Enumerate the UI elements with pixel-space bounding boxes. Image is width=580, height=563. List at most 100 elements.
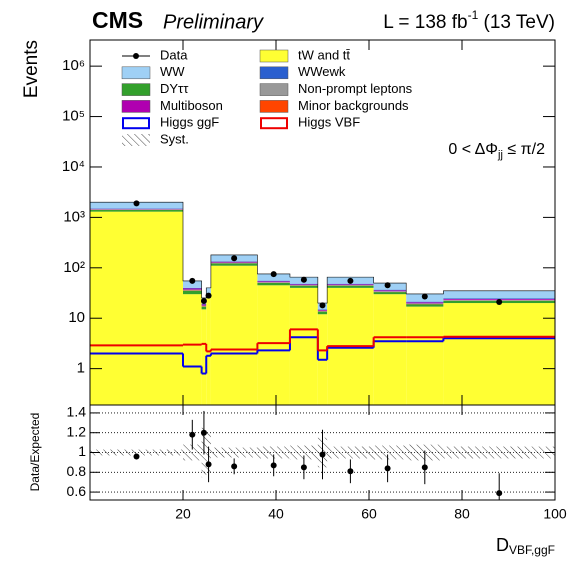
stack-segment	[206, 287, 211, 294]
legend-label: Higgs ggF	[160, 115, 219, 130]
y-tick-label: 10⁵	[62, 108, 85, 125]
data-point	[319, 302, 326, 309]
stack-segment	[201, 306, 207, 310]
legend-label: DYττ	[160, 81, 189, 96]
legend-swatch	[121, 66, 151, 80]
ratio-frame	[89, 404, 556, 501]
stack-segment	[373, 292, 407, 295]
ratio-point	[421, 464, 428, 471]
stack-segment	[327, 283, 374, 285]
stack-segment	[210, 261, 258, 263]
data-point	[347, 277, 354, 284]
y-tick-label: 10⁶	[62, 57, 85, 74]
ratio-point	[496, 490, 503, 497]
stack-segment	[317, 310, 328, 312]
legend-label: WW	[160, 64, 185, 79]
stack-segment	[443, 303, 555, 405]
legend-swatch	[260, 117, 288, 130]
stack-segment	[210, 263, 258, 266]
stack-segment	[201, 304, 207, 306]
stack-segment	[443, 290, 555, 299]
stack-segment	[201, 303, 207, 305]
data-point	[270, 271, 277, 278]
syst-band	[90, 449, 183, 456]
stack-segment	[289, 287, 318, 405]
stack-segment	[327, 285, 374, 288]
data-point	[421, 293, 428, 300]
stack-segment	[289, 285, 318, 288]
ratio-y-axis-label: Data/Expected	[28, 413, 42, 492]
legend-swatch	[121, 83, 151, 96]
syst-band	[443, 446, 555, 459]
ratio-point	[200, 429, 207, 436]
legend-label: Multiboson	[160, 98, 223, 113]
y-tick-label: 1.4	[67, 404, 87, 420]
status: Preliminary	[163, 11, 264, 33]
ratio-point	[347, 468, 354, 475]
stack-segment	[257, 285, 290, 405]
stack-segment	[289, 283, 318, 285]
x-tick-label: 60	[361, 506, 377, 522]
y-tick-label: 1.2	[67, 423, 87, 439]
legend-label: WWewk	[298, 64, 346, 79]
stack-segment	[201, 309, 207, 405]
data-point	[133, 200, 140, 207]
y-tick-label: 10²	[63, 259, 85, 276]
stack-segment	[317, 311, 328, 315]
x-tick-label: 100	[543, 506, 567, 522]
x-tick-label: 20	[175, 506, 191, 522]
y-axis-label: Events	[21, 40, 42, 98]
data-point	[200, 297, 207, 304]
y-tick-label: 10	[68, 309, 85, 326]
ratio-point	[300, 464, 307, 471]
stack-segment	[317, 309, 328, 310]
stack-segment	[327, 284, 374, 285]
stack-segment	[210, 265, 258, 405]
stack-segment	[183, 294, 202, 405]
stack-segment	[373, 289, 407, 291]
data-point	[205, 292, 212, 299]
syst-band	[373, 445, 407, 460]
lumi: L = 138 fb-1 (13 TeV)	[383, 8, 555, 33]
ratio-point	[189, 431, 196, 438]
stack-segment	[373, 291, 407, 292]
ratio-point	[133, 453, 140, 460]
y-tick-label: 10⁴	[62, 158, 85, 175]
stack-segment	[257, 282, 290, 283]
data-point	[384, 282, 391, 289]
stack-segment	[183, 290, 202, 295]
stack-segment	[257, 273, 290, 281]
legend-label: tW and tt̄	[298, 47, 350, 62]
data-point	[189, 277, 196, 284]
legend-label: Data	[160, 47, 188, 62]
stack-segment	[373, 290, 407, 292]
y-tick-label: 10³	[63, 208, 85, 225]
legend-marker	[133, 53, 139, 59]
stack-segment	[183, 289, 202, 291]
x-axis-label: DVBF,ggF	[496, 535, 555, 557]
legend-label: Non-prompt leptons	[298, 81, 413, 96]
stack-segment	[406, 302, 444, 304]
stack-segment	[210, 262, 258, 264]
stack-segment	[317, 309, 328, 311]
annotation: 0 < ΔΦjj ≤ π/2	[448, 141, 545, 161]
legend-swatch	[122, 117, 150, 130]
stack-segment	[183, 287, 202, 289]
stack-segment	[201, 305, 207, 307]
y-tick-label: 0.8	[67, 463, 87, 479]
stack-segment	[90, 210, 183, 212]
ratio-point	[319, 451, 326, 458]
stack-segment	[257, 280, 290, 282]
stack-segment	[183, 280, 202, 288]
legend-label: Minor backgrounds	[298, 98, 409, 113]
data-point	[231, 255, 238, 262]
ratio-point	[205, 461, 212, 468]
legend-swatch	[121, 100, 151, 113]
ratio-point	[384, 465, 391, 472]
y-tick-label: 0.6	[67, 483, 87, 499]
y-tick-label: 1	[77, 360, 85, 377]
stack-segment	[289, 284, 318, 285]
stack-segment	[406, 304, 444, 307]
stack-outline	[89, 201, 556, 405]
